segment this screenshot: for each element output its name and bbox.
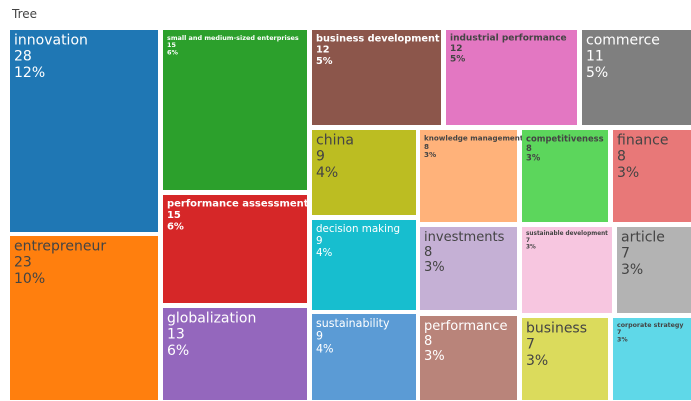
tile (312, 314, 416, 400)
tile-label: performance (424, 319, 507, 334)
tile-label: performance assessment (167, 198, 309, 209)
tile (312, 30, 441, 125)
tile-value: 9 (316, 235, 323, 247)
tile-share: 4% (316, 247, 333, 259)
tile-share: 12% (14, 65, 45, 81)
tile-value: 15 (167, 210, 181, 221)
tile-label: sustainability (316, 317, 390, 330)
tile (582, 30, 691, 125)
tile (446, 30, 577, 125)
tile-share: 6% (167, 49, 178, 57)
tile-value: 8 (424, 245, 432, 260)
tile-value: 7 (621, 246, 630, 262)
tile-share: 3% (617, 336, 628, 343)
tile-share: 3% (617, 165, 639, 181)
tile (522, 227, 612, 313)
tile-label: business development (316, 33, 440, 44)
tile-share: 3% (526, 244, 536, 250)
tile (617, 227, 691, 313)
tile-value: 28 (14, 49, 32, 65)
tile-share: 3% (424, 150, 436, 159)
tile-label: finance (617, 133, 668, 149)
tile-label: globalization (167, 311, 256, 327)
tile (10, 30, 158, 232)
tile-label: knowledge management (424, 134, 524, 143)
tile-share: 3% (621, 262, 643, 278)
tile (420, 316, 517, 400)
tile-value: 7 (617, 329, 621, 336)
tile (522, 318, 608, 400)
tile-label: commerce (586, 33, 660, 49)
tile-label: business (526, 321, 587, 337)
tile-label: corporate strategy (617, 322, 684, 329)
tile-label: competitiveness (526, 133, 604, 143)
tile-share: 10% (14, 271, 45, 287)
tile (613, 130, 691, 222)
tile (522, 130, 608, 222)
tile-share: 6% (167, 221, 184, 232)
tile-label: sustainable development (526, 231, 608, 237)
tile (163, 195, 307, 303)
tile-value: 9 (316, 330, 323, 343)
tile-label: investments (424, 230, 505, 245)
tile-value: 12 (316, 45, 330, 56)
tile (163, 308, 307, 400)
tile-value: 12 (450, 44, 463, 54)
tile-share: 6% (167, 343, 189, 359)
tile (420, 227, 517, 310)
tile-value: 8 (526, 143, 532, 153)
tile-value: 15 (167, 41, 176, 49)
tile-label: innovation (14, 33, 88, 49)
tile-label: decision making (316, 223, 400, 235)
tile-value: 8 (617, 149, 626, 165)
tile-share: 3% (424, 349, 445, 364)
tile (312, 130, 416, 215)
tile (613, 318, 691, 400)
tile-value: 9 (316, 149, 325, 165)
tile-share: 4% (316, 342, 334, 355)
tile (163, 30, 307, 190)
tile (10, 236, 158, 400)
tile-label: small and medium-sized enterprises (167, 34, 299, 42)
tile-label: entrepreneur (14, 239, 106, 255)
tile (420, 130, 517, 222)
tile-value: 8 (424, 334, 432, 349)
tile-share: 3% (424, 260, 445, 275)
tile-share: 3% (526, 353, 548, 369)
tile-label: industrial performance (450, 34, 567, 44)
tile-share: 5% (586, 65, 608, 81)
tile-value: 11 (586, 49, 604, 65)
tile-share: 5% (450, 54, 465, 64)
tile-label: article (621, 230, 665, 246)
tile-value: 23 (14, 255, 32, 271)
tile-share: 4% (316, 165, 338, 181)
tile-value: 8 (424, 142, 429, 151)
tile-value: 7 (526, 238, 530, 244)
tile-value: 13 (167, 327, 185, 343)
tile-share: 5% (316, 56, 333, 67)
tile-share: 3% (526, 153, 541, 163)
chart-title: Tree (11, 7, 37, 21)
tile-value: 7 (526, 337, 535, 353)
tile-label: china (316, 133, 354, 149)
tile (312, 220, 416, 310)
